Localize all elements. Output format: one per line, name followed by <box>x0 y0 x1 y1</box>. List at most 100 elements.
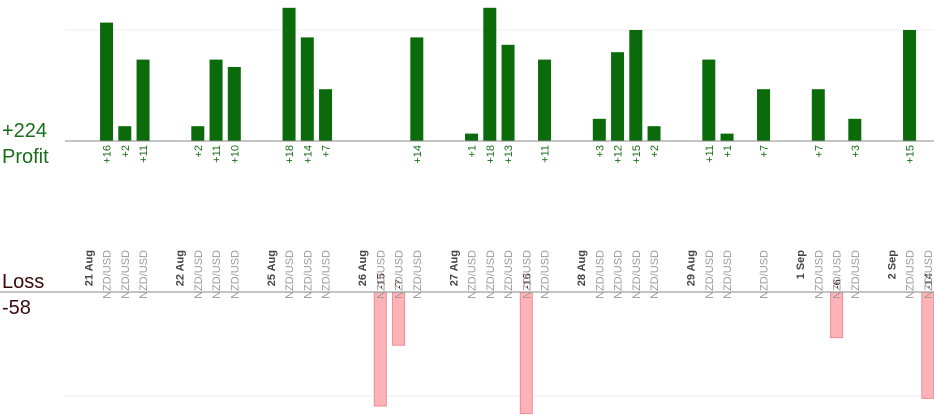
symbol-label: NZD/USD <box>412 250 424 299</box>
date-label: 25 Aug <box>266 250 278 286</box>
loss-value-label: -15 <box>375 273 387 289</box>
profit-value-label: +11 <box>540 145 552 163</box>
profit-bar <box>611 52 625 142</box>
loss-label: Loss <box>2 271 44 293</box>
symbol-label: NZD/USD <box>120 250 132 299</box>
profit-bar <box>100 22 114 142</box>
profit-value-label: +1 <box>467 145 479 158</box>
profit-value-label: +2 <box>193 145 205 158</box>
profit-bar <box>483 7 497 141</box>
loss-bar <box>373 291 387 407</box>
symbol-label: NZD/USD <box>394 250 406 299</box>
loss-bar <box>921 291 934 399</box>
symbol-label: NZD/USD <box>704 250 716 299</box>
symbol-label: NZD/USD <box>832 250 844 299</box>
profit-bar <box>903 30 917 141</box>
symbol-label: NZD/USD <box>905 250 917 299</box>
profit-value-label: +16 <box>102 145 114 164</box>
loss-total: -58 <box>2 297 31 319</box>
profit-value-label: +18 <box>485 145 497 164</box>
profit-bar <box>702 59 716 141</box>
profit-bar <box>811 89 825 141</box>
symbol-label: NZD/USD <box>594 250 606 299</box>
profit-value-label: +7 <box>321 145 333 158</box>
symbol-label: NZD/USD <box>229 250 241 299</box>
profit-bar <box>757 89 771 141</box>
profit-value-label: +11 <box>138 145 150 163</box>
date-label: 26 Aug <box>357 250 369 286</box>
trade-bars <box>100 7 934 415</box>
profit-bar <box>629 30 643 141</box>
symbol-label: NZD/USD <box>211 250 223 299</box>
symbol-label: NZD/USD <box>284 250 296 299</box>
date-label: 28 Aug <box>576 250 588 286</box>
profit-bar <box>592 118 606 141</box>
loss-value-label: -16 <box>521 273 533 289</box>
symbol-label: NZD/USD <box>485 250 497 299</box>
symbol-label: NZD/USD <box>375 250 387 299</box>
symbol-label: NZD/USD <box>649 250 661 299</box>
loss-value-label: -7 <box>394 279 406 289</box>
symbol-label: NZD/USD <box>102 250 114 299</box>
profit-value-label: +7 <box>759 145 771 158</box>
profit-value-label: +11 <box>704 145 716 163</box>
loss-bar <box>392 291 406 346</box>
symbol-label: NZD/USD <box>540 250 552 299</box>
symbol-label: NZD/USD <box>722 250 734 299</box>
date-label: 2 Sep <box>886 250 898 280</box>
symbol-label: NZD/USD <box>631 250 643 299</box>
symbol-label: NZD/USD <box>613 250 625 299</box>
profit-value-label: +1 <box>722 145 734 158</box>
axes <box>0 140 934 293</box>
symbol-label: NZD/USD <box>813 250 825 299</box>
profit-bar <box>720 133 734 141</box>
symbol-label: NZD/USD <box>759 250 771 299</box>
date-label: 27 Aug <box>448 250 460 286</box>
symbol-label: NZD/USD <box>302 250 314 299</box>
profit-bar <box>538 59 552 141</box>
symbol-label: NZD/USD <box>467 250 479 299</box>
profit-bar <box>501 44 515 141</box>
profit-value-label: +10 <box>229 145 241 164</box>
profit-bar <box>282 7 296 141</box>
profit-value-label: +11 <box>211 145 223 163</box>
symbol-label: NZD/USD <box>521 250 533 299</box>
profit-value-label: +12 <box>613 145 625 164</box>
profit-bar <box>227 67 241 141</box>
profit-bar <box>647 126 661 141</box>
symbol-label: NZD/USD <box>503 250 515 299</box>
date-label: 21 Aug <box>83 250 95 286</box>
profit-total: +224 <box>2 120 47 142</box>
profit-bar <box>136 59 150 141</box>
profit-bar <box>465 133 479 141</box>
date-label: 1 Sep <box>795 250 807 280</box>
symbol-label: NZD/USD <box>138 250 150 299</box>
profit-bar <box>410 37 424 141</box>
profit-value-label: +18 <box>284 145 296 164</box>
profit-value-label: +3 <box>594 145 606 158</box>
profit-value-label: +2 <box>120 145 132 158</box>
date-label: 29 Aug <box>686 250 698 286</box>
date-label: 22 Aug <box>175 250 187 286</box>
profit-bar <box>319 89 333 141</box>
profit-label: Profit <box>2 146 49 168</box>
profit-bar <box>209 59 223 141</box>
profit-value-label: +14 <box>412 145 424 164</box>
symbol-label: NZD/USD <box>193 250 205 299</box>
profit-value-label: +13 <box>503 145 515 164</box>
profit-value-label: +15 <box>631 145 643 164</box>
gridlines <box>65 29 934 397</box>
profit-value-label: +3 <box>850 145 862 158</box>
bar-labels: +16 NZD/USD +2 NZD/USD +11 NZD/USD +2 NZD/USD +1… <box>83 145 934 299</box>
profit-value-label: +2 <box>649 145 661 158</box>
profit-bar <box>191 126 205 141</box>
profit-value-label: +14 <box>302 145 314 164</box>
symbol-label: NZD/USD <box>321 250 333 299</box>
profit-value-label: +15 <box>905 145 917 164</box>
profit-bar <box>118 126 132 141</box>
symbol-label: NZD/USD <box>923 250 934 299</box>
symbol-label: NZD/USD <box>850 250 862 299</box>
profit-bar <box>300 37 314 141</box>
profit-bar <box>848 118 862 141</box>
